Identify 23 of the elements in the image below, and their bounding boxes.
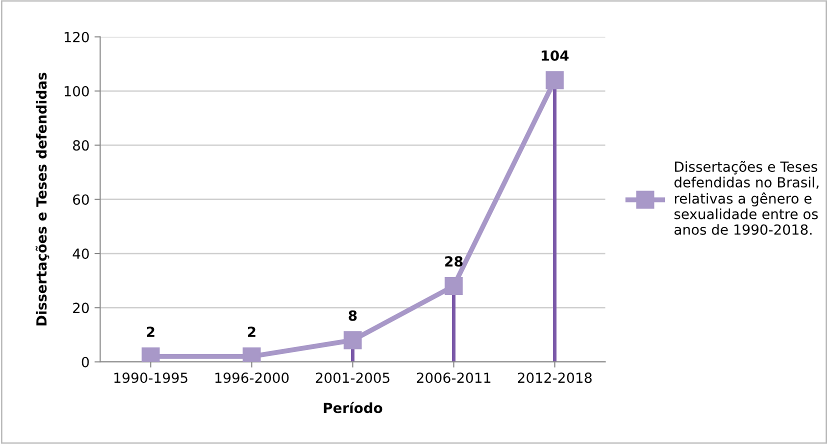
- y-tick-label: 20: [73, 302, 89, 314]
- x-tick-label: 2001-2005: [316, 372, 390, 384]
- y-tick-label: 120: [64, 32, 89, 42]
- x-tick-label: 2006-2011: [416, 372, 490, 384]
- x-tick-label: 1990-1995: [114, 372, 188, 384]
- point: [344, 331, 362, 350]
- x-tick-label: 2012-2018: [518, 372, 592, 384]
- data-label: 104: [542, 50, 569, 61]
- data-label: 2: [146, 326, 154, 337]
- y-axis-title: Dissertações e Teses defendidas: [36, 72, 50, 326]
- data-label: 28: [445, 256, 463, 267]
- x-tick-label: 1996-2000: [215, 372, 289, 384]
- point: [444, 276, 463, 296]
- x-axis-title: Período: [324, 402, 382, 414]
- legend-label: Dissertações e Teses defendidas no Brasil, relativas a gênero e sexualidade entre os anos de 1990-2018.: [674, 160, 818, 235]
- y-tick-label: 80: [73, 140, 89, 151]
- data-label: 2: [248, 326, 256, 337]
- y-tick-label: 100: [64, 86, 89, 96]
- y-tick-label: 0: [82, 356, 89, 368]
- y-tick-label: 40: [72, 248, 89, 259]
- y-tick-label: 60: [73, 194, 89, 205]
- point: [546, 71, 564, 90]
- data-label: 8: [348, 310, 357, 321]
